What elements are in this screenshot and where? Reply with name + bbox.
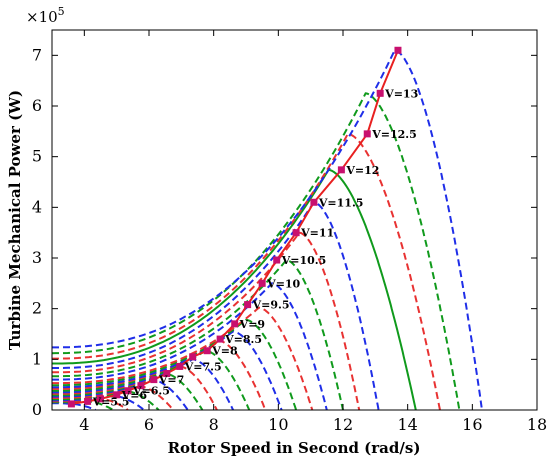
y-tick-label: 4 xyxy=(32,197,42,216)
wind-speed-label: V=10.5 xyxy=(281,254,327,267)
mppt-point xyxy=(337,166,345,174)
y-tick-label: 7 xyxy=(32,45,42,64)
x-axis-ticks: 4 6 8 10 12 14 16 18 xyxy=(79,30,547,434)
power-curve-V-16 xyxy=(52,49,483,410)
wind-speed-label: V=9 xyxy=(239,318,265,331)
power-curve-V-11 xyxy=(52,330,283,410)
wind-speed-label: V=11 xyxy=(300,227,334,240)
mppt-point xyxy=(203,347,211,355)
power-curve-V-12 xyxy=(52,306,314,410)
wind-speed-label: V=12 xyxy=(345,164,379,177)
mppt-line xyxy=(71,49,399,405)
wind-speed-label: V=7.5 xyxy=(184,360,222,373)
mppt-point xyxy=(310,198,318,206)
power-curve-V-7 xyxy=(52,390,160,410)
power-curves xyxy=(52,49,483,410)
mppt-point xyxy=(363,130,371,138)
mppt-point xyxy=(137,382,145,390)
power-curve-V-15-5 xyxy=(52,92,461,410)
power-curve-V-11-5 xyxy=(52,318,298,410)
wind-speed-label: V=13 xyxy=(384,87,418,100)
power-curve-V-13-5 xyxy=(52,231,361,410)
wind-speed-label: V=6.5 xyxy=(132,385,170,398)
y-exponent-label: ×105 xyxy=(26,5,65,26)
mppt-point xyxy=(258,279,266,287)
wind-speed-label: V=5.5 xyxy=(92,395,130,408)
y-axis-title: Turbine Mechanical Power (W) xyxy=(6,90,24,350)
wind-speed-label: V=7 xyxy=(158,374,184,387)
mppt-point xyxy=(113,391,121,399)
wind-speed-labels: V=5.5V=6V=6.5V=7V=7.5 V=8V=8.5 V=9 V=9.5 V=1… xyxy=(92,87,419,408)
wind-speed-label: V=8 xyxy=(211,345,238,358)
x-tick-label: 16 xyxy=(462,415,482,434)
mppt-point xyxy=(231,320,239,328)
mppt-point xyxy=(97,395,104,403)
wind-speed-label: V=8.5 xyxy=(224,333,262,346)
mppt-point xyxy=(292,229,300,237)
mppt-point xyxy=(176,362,184,370)
mppt-point xyxy=(67,400,75,408)
x-tick-label: 18 xyxy=(527,415,547,434)
x-tick-label: 4 xyxy=(79,415,89,434)
x-tick-label: 6 xyxy=(144,415,154,434)
y-tick-label: 2 xyxy=(32,299,42,318)
y-tick-label: 0 xyxy=(32,400,42,419)
mppt-trajectory xyxy=(67,46,402,408)
y-tick-label: 1 xyxy=(32,349,42,368)
mppt-point xyxy=(150,376,158,384)
x-axis-title: Rotor Speed in Second (rad/s) xyxy=(168,439,421,457)
power-curve-V-10 xyxy=(52,349,251,410)
plot-frame xyxy=(51,29,538,411)
x-tick-label: 14 xyxy=(397,415,417,434)
mppt-point xyxy=(189,353,197,361)
mppt-point xyxy=(376,89,384,97)
x-tick-label: 8 xyxy=(209,415,219,434)
y-tick-label: 3 xyxy=(32,248,42,267)
y-tick-label: 6 xyxy=(32,96,42,115)
mppt-point xyxy=(216,335,224,343)
wind-speed-label: V=9.5 xyxy=(252,299,290,312)
mppt-point xyxy=(163,370,171,378)
y-axis-ticks: 0 1 2 3 4 5 6 7 xyxy=(32,45,537,419)
wind-speed-label: V=12.5 xyxy=(371,128,417,141)
mppt-point xyxy=(244,301,252,309)
mppt-point xyxy=(394,46,402,54)
power-curve-V-15 xyxy=(52,132,441,410)
wind-speed-label: V=11.5 xyxy=(318,196,364,209)
wind-speed-label: V=10 xyxy=(266,277,300,290)
power-curve-V-13 xyxy=(52,258,344,410)
mppt-point xyxy=(273,256,281,264)
x-tick-label: 12 xyxy=(333,415,353,434)
mppt-point xyxy=(84,397,92,405)
wind-speed-label: V=6 xyxy=(121,389,148,402)
x-tick-label: 10 xyxy=(268,415,288,434)
power-curve-V-12-5 xyxy=(52,282,328,410)
y-tick-label: 5 xyxy=(32,147,42,166)
mppt-point xyxy=(124,387,132,395)
